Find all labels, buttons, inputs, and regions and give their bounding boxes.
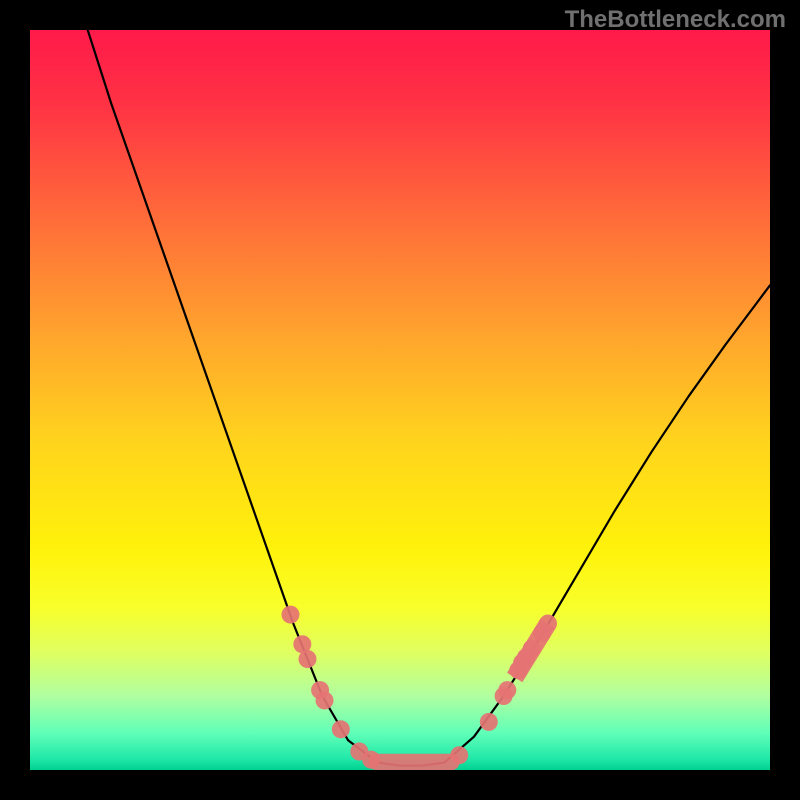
data-marker bbox=[281, 606, 299, 624]
data-marker bbox=[539, 614, 557, 632]
plot-background bbox=[30, 30, 770, 770]
data-marker bbox=[362, 751, 380, 769]
data-marker bbox=[299, 650, 317, 668]
valley-floor-bar bbox=[369, 754, 459, 770]
data-marker bbox=[498, 681, 516, 699]
data-marker bbox=[332, 720, 350, 738]
data-marker bbox=[316, 691, 334, 709]
chart-container: TheBottleneck.com bbox=[0, 0, 800, 800]
data-marker bbox=[480, 713, 498, 731]
bottleneck-curve-chart bbox=[30, 30, 770, 770]
data-marker bbox=[523, 640, 541, 658]
data-marker bbox=[450, 746, 468, 764]
